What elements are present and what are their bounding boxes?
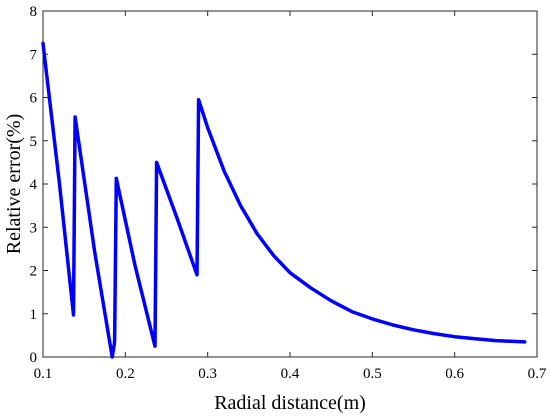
x-axis-label: Radial distance(m): [214, 392, 366, 414]
y-tick-label: 4: [30, 177, 38, 193]
y-axis-label: Relative error(%): [3, 114, 25, 254]
y-tick-label: 3: [30, 220, 38, 236]
x-tick-label: 0.3: [198, 366, 217, 382]
x-tick-label: 0.6: [445, 366, 464, 382]
axis-tick-labels: 0.1 0.2 0.3 0.4 0.5 0.6 0.7 0 1 2 3 4 5 6 7 8: [30, 4, 547, 382]
y-tick-label: 2: [30, 264, 38, 280]
y-tick-label: 6: [30, 91, 38, 107]
axis-ticks: [42, 10, 538, 358]
y-tick-label: 7: [30, 47, 38, 63]
x-tick-label: 0.1: [34, 366, 53, 382]
y-tick-label: 8: [30, 4, 38, 20]
x-tick-label: 0.4: [281, 366, 300, 382]
x-tick-label: 0.7: [528, 366, 547, 382]
y-tick-label: 1: [30, 307, 38, 323]
y-tick-label: 0: [30, 350, 38, 366]
y-tick-label: 5: [30, 134, 38, 150]
x-tick-label: 0.2: [116, 366, 135, 382]
x-tick-label: 0.5: [363, 366, 382, 382]
series-line: [41, 41, 527, 359]
plot-area: [42, 10, 538, 358]
